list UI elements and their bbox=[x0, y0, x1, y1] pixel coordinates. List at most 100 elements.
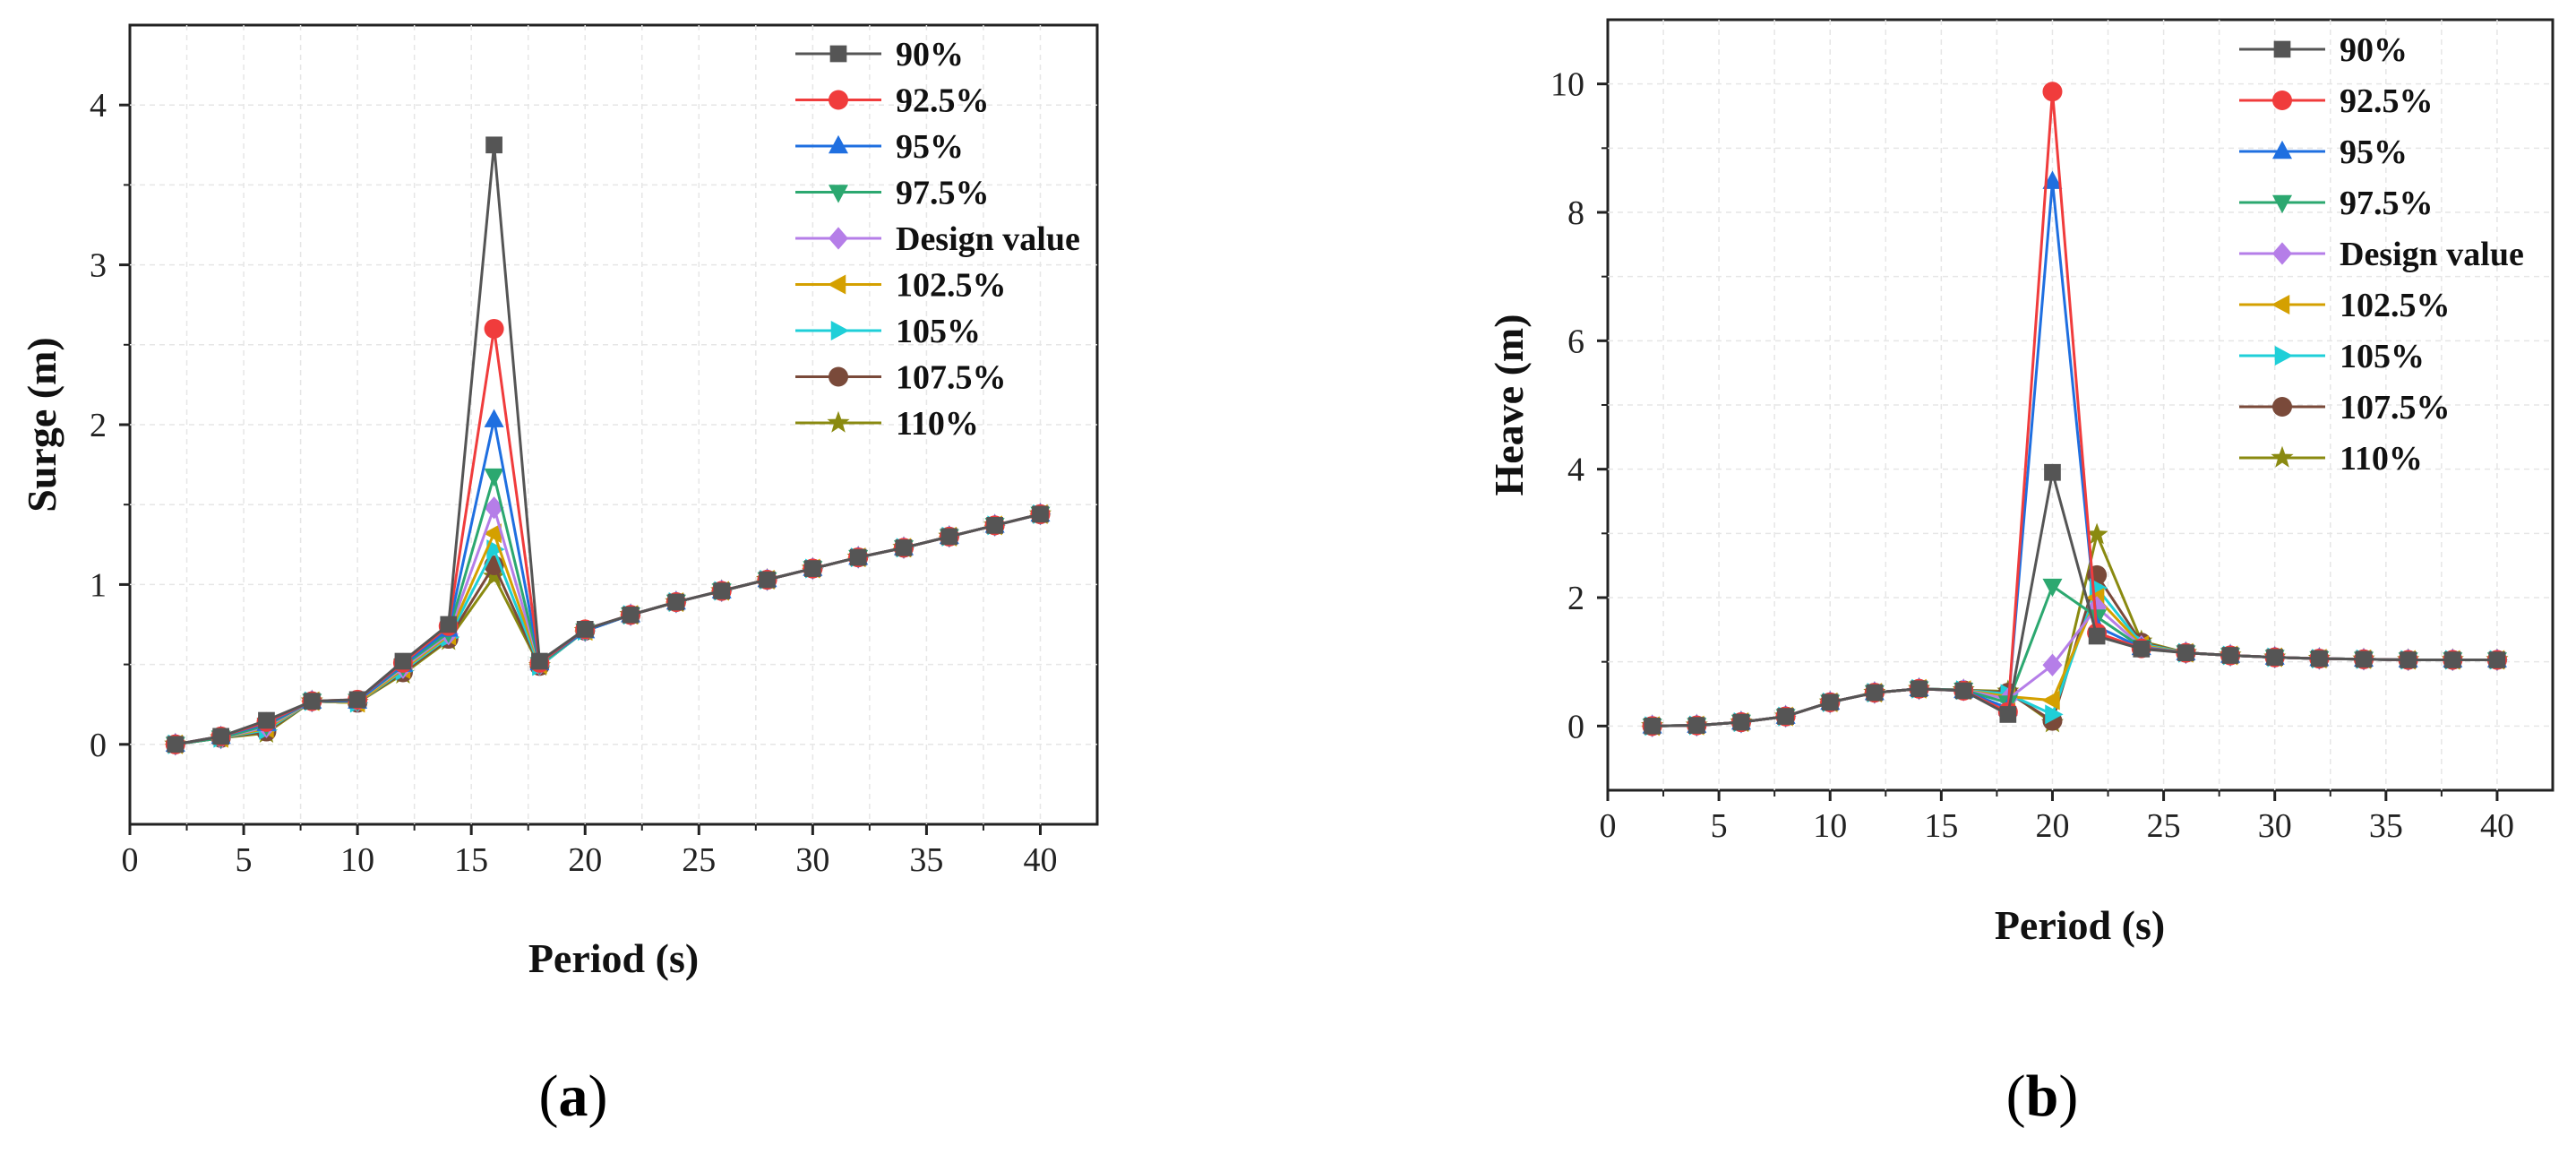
data-point bbox=[1954, 682, 1972, 700]
legend-marker bbox=[2272, 397, 2292, 417]
legend-marker bbox=[2272, 194, 2292, 214]
legend-entry: 107.5% bbox=[2239, 389, 2451, 426]
data-point bbox=[394, 652, 412, 670]
x-tick-label: 35 bbox=[909, 841, 943, 879]
panel-surge: 0 5 10 15 20 25 30 35 40 0 1 2 3 4 90% 92.5% 95% 97.5% De… bbox=[19, 23, 1099, 1129]
legend-label: 95% bbox=[896, 128, 964, 166]
x-tick-label: 30 bbox=[795, 841, 829, 879]
legend-entry: 95% bbox=[2239, 133, 2408, 171]
data-point bbox=[2488, 651, 2506, 668]
data-point bbox=[895, 539, 913, 556]
data-point bbox=[2085, 522, 2108, 545]
y-tick-label: 2 bbox=[1567, 580, 1584, 617]
data-point bbox=[483, 564, 506, 587]
legend-label: 110% bbox=[2340, 440, 2423, 478]
legend-entry: 97.5% bbox=[2239, 185, 2434, 222]
legend-label: 107.5% bbox=[2340, 389, 2451, 426]
data-point bbox=[2088, 627, 2106, 645]
y-tick-label: 1 bbox=[90, 566, 107, 604]
data-point bbox=[622, 606, 640, 624]
legend-label: Design value bbox=[896, 220, 1080, 258]
series-110- bbox=[164, 502, 1052, 754]
y-tick-label: 0 bbox=[1567, 708, 1584, 745]
data-point bbox=[440, 616, 458, 633]
legend-entry: 110% bbox=[795, 405, 979, 443]
legend-entry: 105% bbox=[795, 313, 981, 350]
data-point bbox=[2042, 653, 2063, 676]
y-axis-label: Heave (m) bbox=[1486, 314, 1532, 495]
data-point bbox=[1821, 693, 1839, 711]
legend-marker bbox=[2272, 90, 2292, 110]
x-tick-label: 15 bbox=[1924, 807, 1958, 845]
series-90- bbox=[167, 136, 1049, 754]
x-tick-label: 20 bbox=[568, 841, 602, 879]
data-point bbox=[483, 523, 502, 544]
data-point bbox=[2311, 650, 2328, 667]
legend-marker bbox=[830, 321, 850, 340]
data-point bbox=[1644, 717, 1661, 735]
x-tick-label: 5 bbox=[1711, 807, 1728, 845]
data-point bbox=[303, 693, 321, 710]
legend: 90% 92.5% 95% 97.5% Design value 102.5% 105% 10… bbox=[2239, 31, 2524, 478]
x-tick-label: 0 bbox=[122, 841, 139, 879]
series-102-5- bbox=[164, 504, 1048, 754]
legend-label: 107.5% bbox=[896, 359, 1007, 397]
legend-marker bbox=[2274, 346, 2294, 366]
legend-marker bbox=[2272, 242, 2292, 265]
data-point bbox=[484, 409, 504, 427]
legend-marker bbox=[829, 227, 848, 250]
legend-entry: 110% bbox=[2239, 440, 2423, 478]
panel-heave: 0 5 10 15 20 25 30 35 40 0 2 4 6 8 10 90% 92.5% 95% 97.5%… bbox=[1486, 18, 2555, 1129]
legend-entry: 102.5% bbox=[795, 267, 1007, 305]
data-point bbox=[486, 539, 505, 560]
data-point bbox=[212, 728, 229, 745]
data-point bbox=[1032, 505, 1049, 523]
data-point bbox=[849, 548, 867, 566]
data-point bbox=[1999, 706, 2017, 723]
series-line bbox=[1652, 533, 2497, 728]
legend-entry: 105% bbox=[2239, 338, 2425, 375]
series-group bbox=[1641, 82, 2509, 737]
data-point bbox=[485, 136, 502, 154]
legend-marker bbox=[829, 90, 848, 110]
data-point bbox=[759, 571, 776, 589]
series-90- bbox=[1644, 463, 2506, 735]
series-design-value bbox=[1642, 596, 2507, 737]
data-point bbox=[2042, 578, 2063, 598]
legend-entry: 102.5% bbox=[2239, 287, 2451, 324]
axis-ticks: 0 5 10 15 20 25 30 35 40 0 1 2 3 4 bbox=[90, 87, 1057, 879]
x-tick-label: 0 bbox=[1600, 807, 1617, 845]
legend-marker bbox=[829, 185, 848, 203]
legend-label: 110% bbox=[896, 405, 979, 443]
data-point bbox=[2133, 640, 2151, 658]
legend: 90% 92.5% 95% 97.5% Design value 102.5% 105% 10… bbox=[795, 36, 1080, 443]
y-tick-label: 3 bbox=[90, 247, 107, 285]
x-tick-label: 25 bbox=[682, 841, 716, 879]
data-point bbox=[2355, 650, 2373, 668]
data-point bbox=[531, 652, 548, 670]
y-tick-label: 0 bbox=[90, 727, 107, 764]
x-tick-label: 10 bbox=[340, 841, 374, 879]
legend-entry: 90% bbox=[2239, 31, 2408, 69]
data-point bbox=[2400, 651, 2417, 668]
data-point bbox=[2042, 82, 2063, 102]
x-tick-label: 5 bbox=[236, 841, 253, 879]
legend-label: 95% bbox=[2340, 133, 2408, 171]
data-point bbox=[348, 691, 366, 709]
grid bbox=[130, 25, 1097, 824]
legend-marker bbox=[2272, 140, 2292, 159]
x-tick-label: 40 bbox=[2480, 807, 2514, 845]
y-tick-label: 4 bbox=[90, 87, 107, 125]
data-point bbox=[1732, 713, 1750, 731]
y-tick-label: 6 bbox=[1567, 323, 1584, 360]
data-point bbox=[667, 593, 685, 611]
legend-label: 90% bbox=[896, 36, 964, 73]
legend-entry: 90% bbox=[795, 36, 964, 73]
legend-label: 105% bbox=[896, 313, 981, 350]
legend-marker bbox=[827, 274, 846, 295]
x-tick-label: 30 bbox=[2258, 807, 2292, 845]
y-tick-label: 2 bbox=[90, 407, 107, 444]
series-107-5- bbox=[165, 504, 1051, 754]
data-point bbox=[2443, 651, 2461, 668]
